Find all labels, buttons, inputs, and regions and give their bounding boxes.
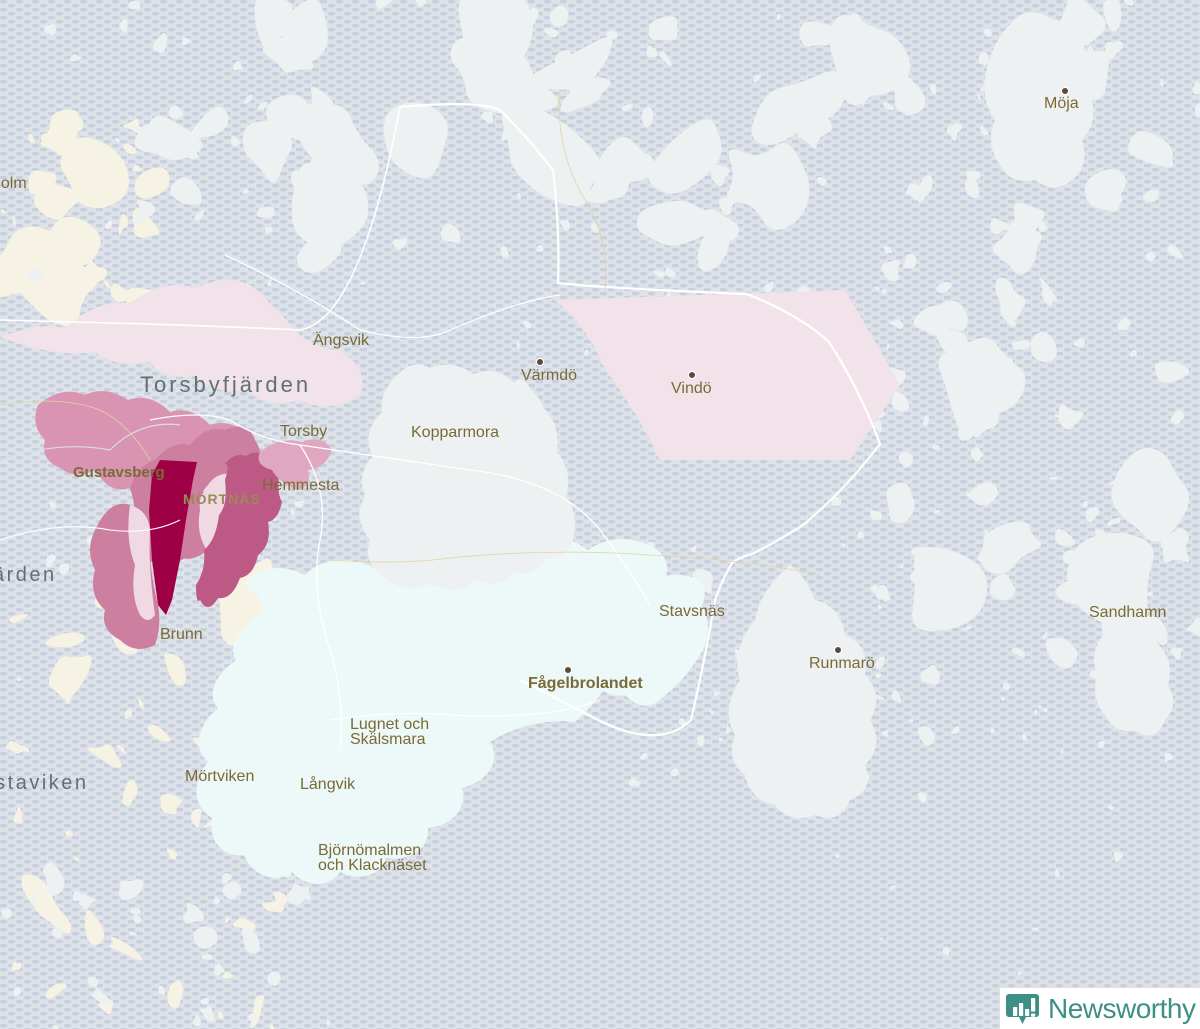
svg-text:Torsby: Torsby bbox=[280, 423, 327, 440]
svg-text:Ängsvik: Ängsvik bbox=[313, 331, 370, 349]
svg-text:rstaviken: rstaviken bbox=[0, 772, 89, 794]
svg-text:Kopparmora: Kopparmora bbox=[411, 424, 499, 441]
svg-text:holm: holm bbox=[0, 175, 27, 192]
svg-text:MÖRTNÄS: MÖRTNÄS bbox=[183, 491, 261, 507]
svg-text:Fågelbrolandet: Fågelbrolandet bbox=[528, 674, 643, 692]
svg-text:Torsbyfjärden: Torsbyfjärden bbox=[140, 372, 311, 397]
svg-text:Sandhamn: Sandhamn bbox=[1089, 604, 1166, 621]
svg-text:Möja: Möja bbox=[1044, 95, 1079, 112]
svg-text:Värmdö: Värmdö bbox=[521, 367, 577, 384]
svg-text:Långvik: Långvik bbox=[300, 775, 356, 793]
svg-text:Vindö: Vindö bbox=[671, 380, 712, 397]
svg-text:Skälsmara: Skälsmara bbox=[350, 731, 426, 748]
svg-text:Mörtviken: Mörtviken bbox=[185, 768, 254, 785]
svg-text:Gustavsberg: Gustavsberg bbox=[73, 464, 165, 481]
svg-text:järden: järden bbox=[0, 564, 57, 586]
svg-text:Runmarö: Runmarö bbox=[809, 655, 875, 672]
svg-text:och Klacknäset: och Klacknäset bbox=[318, 857, 427, 874]
svg-text:Stavsnäs: Stavsnäs bbox=[659, 603, 725, 620]
svg-text:Hemmesta: Hemmesta bbox=[262, 477, 339, 494]
svg-text:Brunn: Brunn bbox=[160, 626, 203, 643]
